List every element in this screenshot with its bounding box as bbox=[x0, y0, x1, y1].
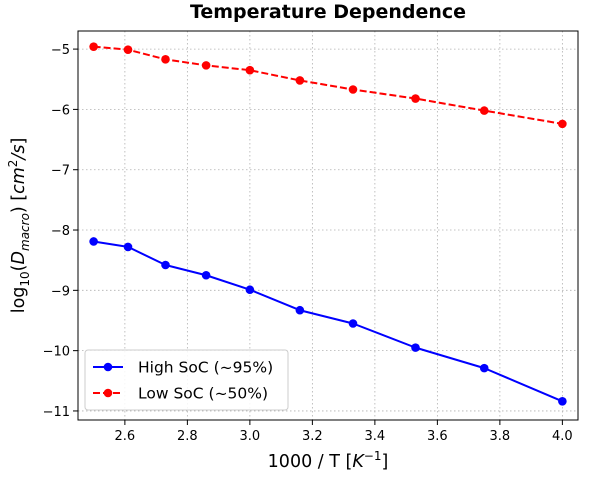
data-point bbox=[558, 397, 567, 406]
x-axis-label: 1000 / T [K−1] bbox=[268, 449, 389, 472]
data-point bbox=[411, 94, 420, 103]
plot-frame bbox=[77, 30, 579, 421]
y-tick-label: −8 bbox=[51, 224, 70, 239]
data-point bbox=[411, 343, 420, 352]
data-point bbox=[201, 270, 211, 280]
y-ticks: −5 −6 −7 −8 −9 −10 −11 bbox=[43, 43, 78, 420]
y-tick-label: −5 bbox=[51, 43, 70, 58]
legend: High SoC (~95%) Low SoC (~50%) bbox=[84, 349, 289, 411]
series-line bbox=[93, 45, 563, 125]
y-axis-label: log10(Dmacro) [cm2/s] bbox=[6, 138, 32, 314]
legend-box bbox=[84, 349, 289, 411]
data-point bbox=[89, 42, 98, 51]
y-tick-label: −11 bbox=[43, 405, 70, 420]
data-point bbox=[201, 61, 211, 70]
x-tick-label: 3.0 bbox=[240, 429, 261, 444]
y-tick-label: −9 bbox=[51, 284, 70, 299]
series-1 bbox=[89, 42, 567, 129]
x-tick-label: 3.2 bbox=[302, 429, 323, 444]
x-tick-label: 4.0 bbox=[552, 429, 573, 444]
legend-label: Low SoC (~50%) bbox=[138, 385, 268, 403]
legend-entry: Low SoC (~50%) bbox=[93, 385, 268, 403]
y-tick-label: −6 bbox=[51, 103, 70, 118]
data-point bbox=[348, 85, 358, 94]
data-point bbox=[479, 363, 489, 373]
data-point bbox=[558, 119, 567, 129]
data-point bbox=[295, 76, 305, 85]
data-point bbox=[89, 237, 98, 246]
x-tick-label: 3.8 bbox=[490, 429, 511, 444]
legend-label: High SoC (~95%) bbox=[138, 359, 273, 377]
y-tick-label: −7 bbox=[51, 164, 70, 179]
data-point bbox=[161, 260, 170, 270]
data-point bbox=[245, 65, 255, 75]
legend-marker bbox=[103, 362, 113, 372]
x-tick-label: 3.4 bbox=[365, 429, 386, 444]
series-line bbox=[93, 240, 563, 403]
data-point bbox=[479, 106, 489, 115]
x-tick-label: 3.6 bbox=[427, 429, 448, 444]
x-tick-label: 2.8 bbox=[177, 429, 198, 444]
data-point bbox=[123, 242, 133, 252]
data-point bbox=[123, 45, 133, 54]
series-0 bbox=[89, 237, 567, 406]
series-lines bbox=[89, 42, 567, 406]
data-point bbox=[348, 319, 358, 328]
legend-entry: High SoC (~95%) bbox=[93, 359, 273, 377]
data-point bbox=[245, 285, 255, 295]
y-tick-label: −10 bbox=[43, 345, 70, 360]
data-point bbox=[161, 55, 170, 64]
legend-marker bbox=[103, 388, 113, 398]
chart-title: Temperature Dependence bbox=[190, 1, 466, 23]
x-ticks: 2.6 2.8 3.0 3.2 3.4 3.6 3.8 4.0 bbox=[115, 420, 573, 444]
data-point bbox=[295, 305, 305, 315]
x-tick-label: 2.6 bbox=[115, 429, 136, 444]
